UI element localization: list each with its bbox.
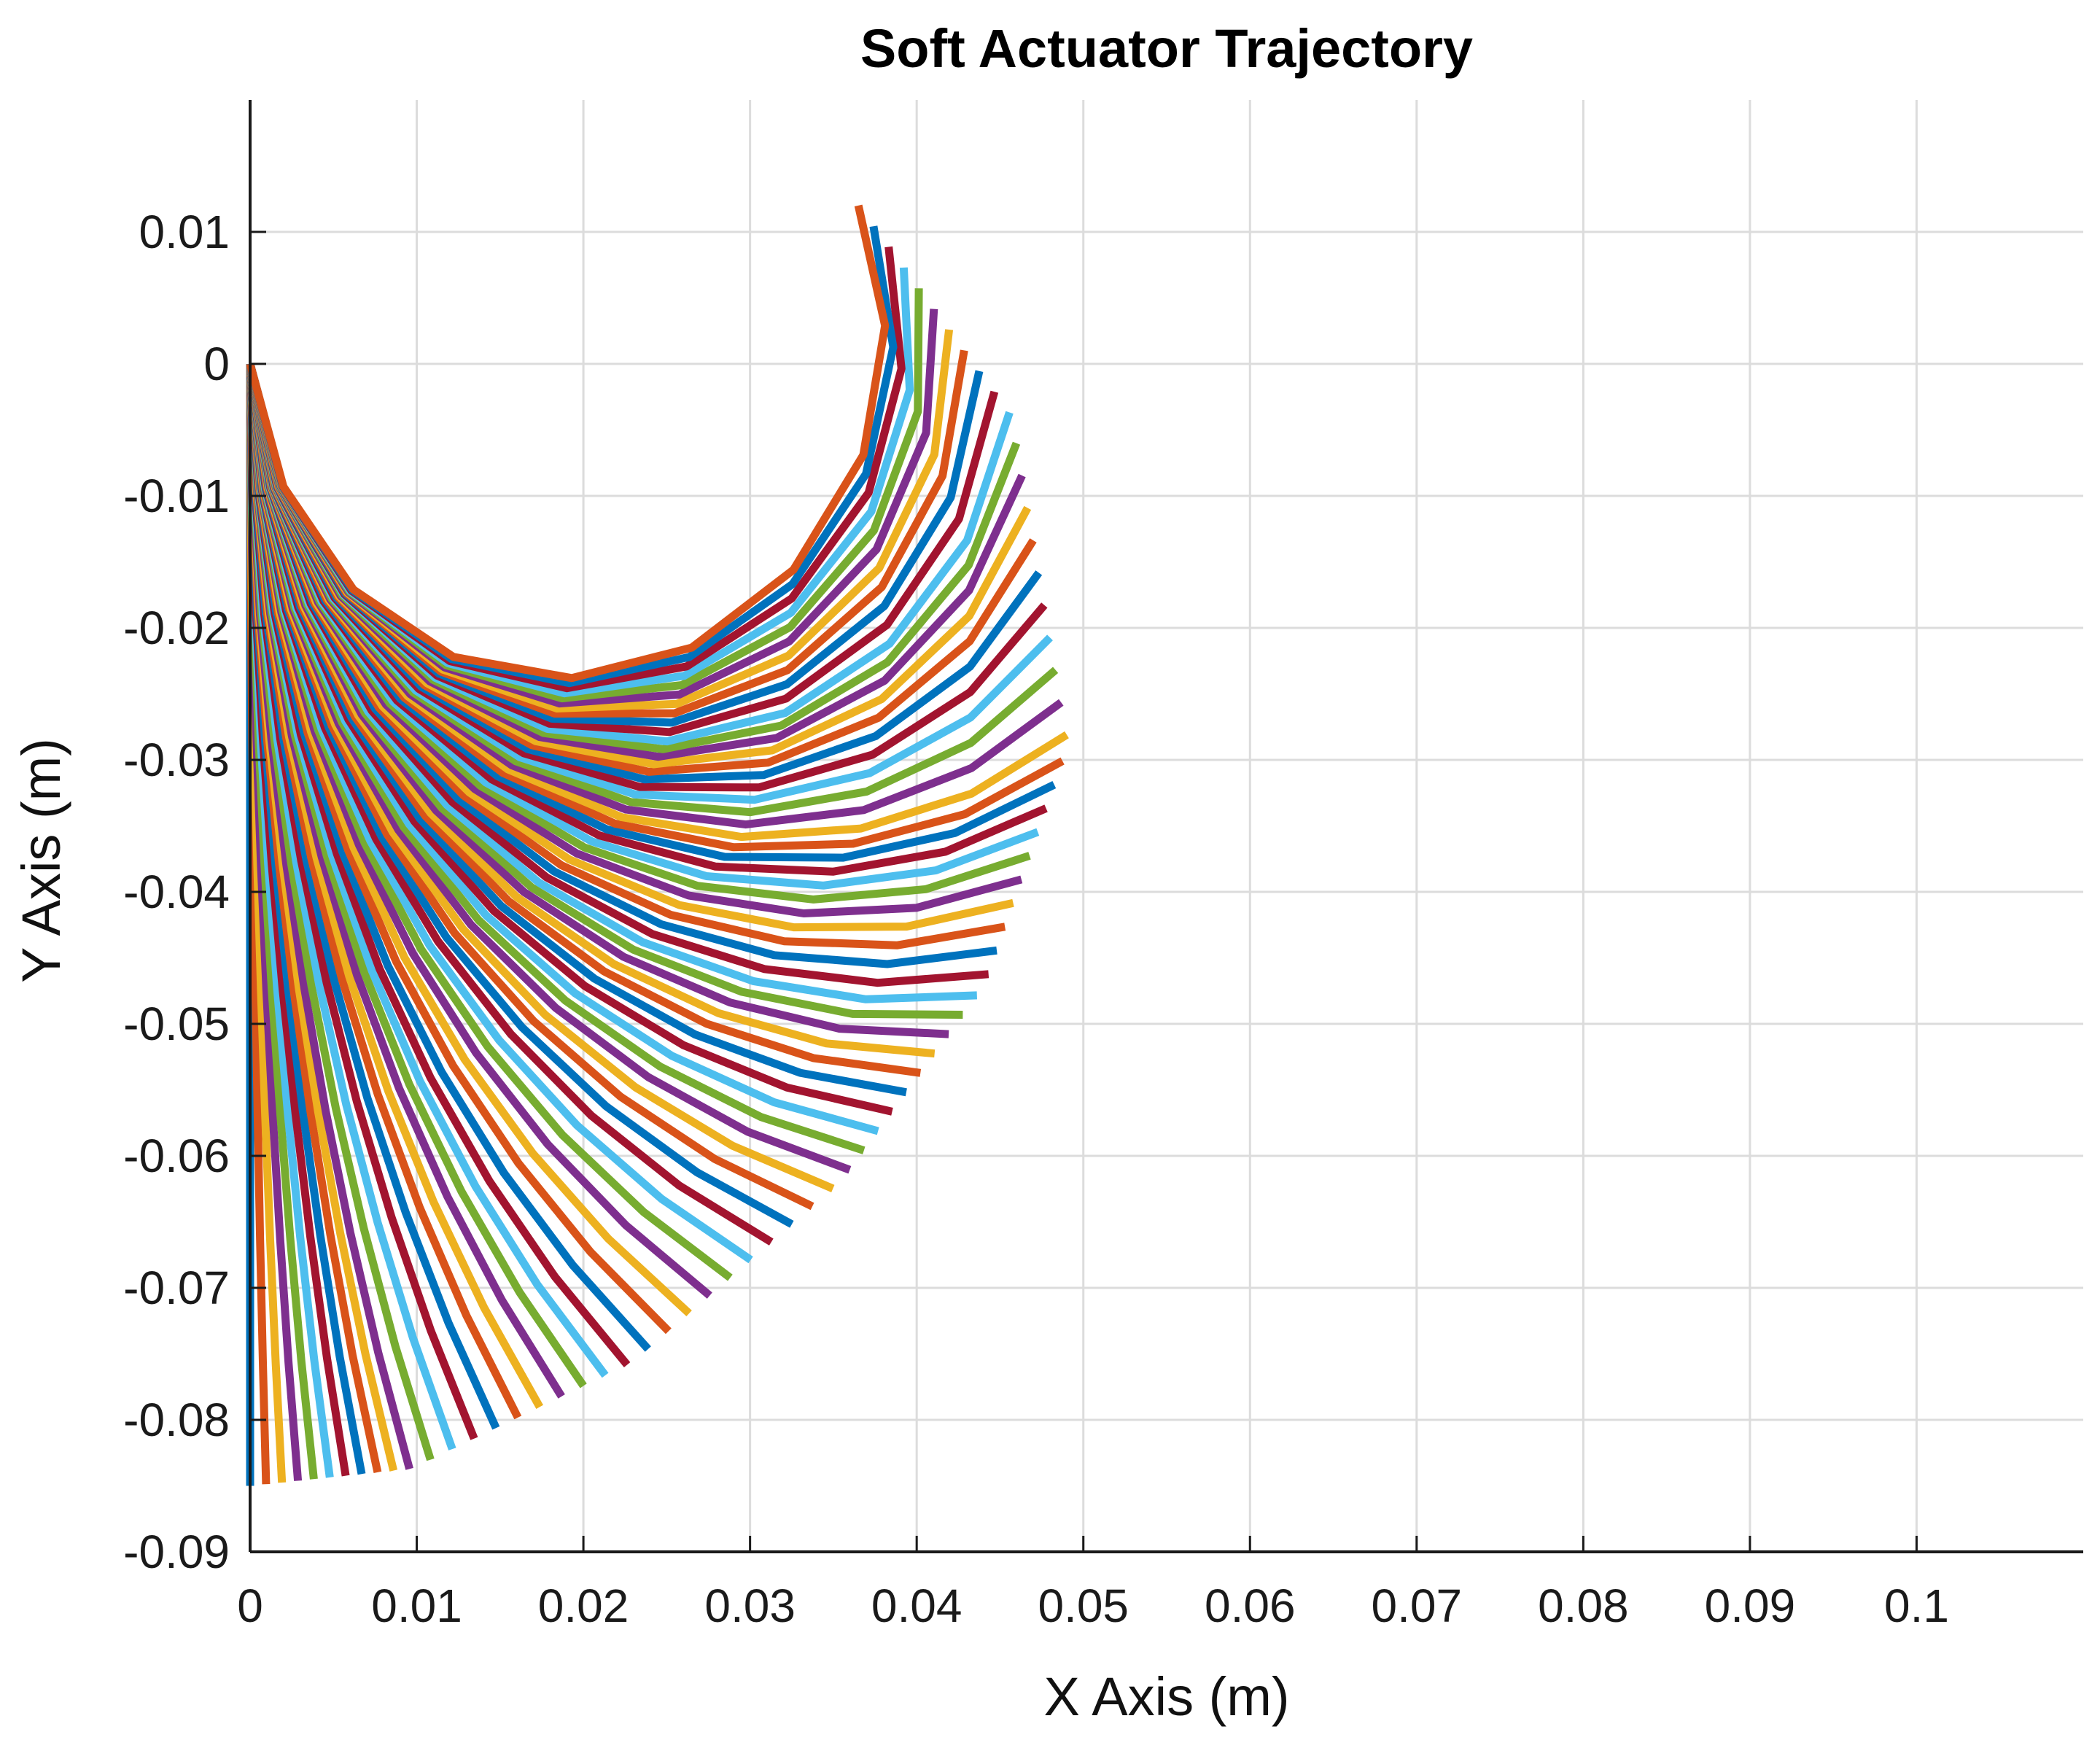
y-tick-label: -0.02 — [123, 602, 230, 654]
y-tick-label: -0.03 — [123, 734, 230, 786]
x-tick-label: 0.05 — [1038, 1580, 1129, 1632]
trajectory-line — [246, 204, 890, 683]
y-tick-label: -0.09 — [123, 1526, 230, 1578]
x-tick-label: 0.07 — [1372, 1580, 1463, 1632]
tick-labels: 0 0.01 0.02 0.03 0.04 0.05 0.06 0.07 0.08 0.09 0.1… — [123, 206, 1949, 1632]
y-tick-label: -0.07 — [123, 1262, 230, 1314]
x-tick-label: 0.01 — [371, 1580, 462, 1632]
x-tick-label: 0.09 — [1705, 1580, 1796, 1632]
x-tick-label: 0.03 — [704, 1580, 796, 1632]
y-tick-label: -0.01 — [123, 470, 230, 522]
axes — [249, 100, 2083, 1553]
y-tick-label: -0.05 — [123, 998, 230, 1050]
y-tick-label: -0.04 — [123, 866, 230, 918]
x-tick-label: 0.02 — [538, 1580, 629, 1632]
chart-title: Soft Actuator Trajectory — [860, 18, 1473, 79]
x-tick-label: 0.06 — [1205, 1580, 1296, 1632]
y-tick-label: -0.08 — [123, 1394, 230, 1446]
x-tick-label: 0.04 — [871, 1580, 962, 1632]
x-tick-label: 0.08 — [1538, 1580, 1629, 1632]
trajectory-series — [246, 204, 1069, 1486]
y-tick-label: -0.06 — [123, 1130, 230, 1182]
x-axis-label: X Axis (m) — [1043, 1666, 1289, 1727]
y-tick-label: 0.01 — [139, 206, 230, 258]
y-tick-label: 0 — [203, 338, 230, 390]
grid — [250, 100, 2083, 1552]
x-tick-label: 0 — [237, 1580, 263, 1632]
y-axis-label: Y Axis (m) — [11, 738, 71, 983]
x-tick-label: 0.1 — [1884, 1580, 1949, 1632]
